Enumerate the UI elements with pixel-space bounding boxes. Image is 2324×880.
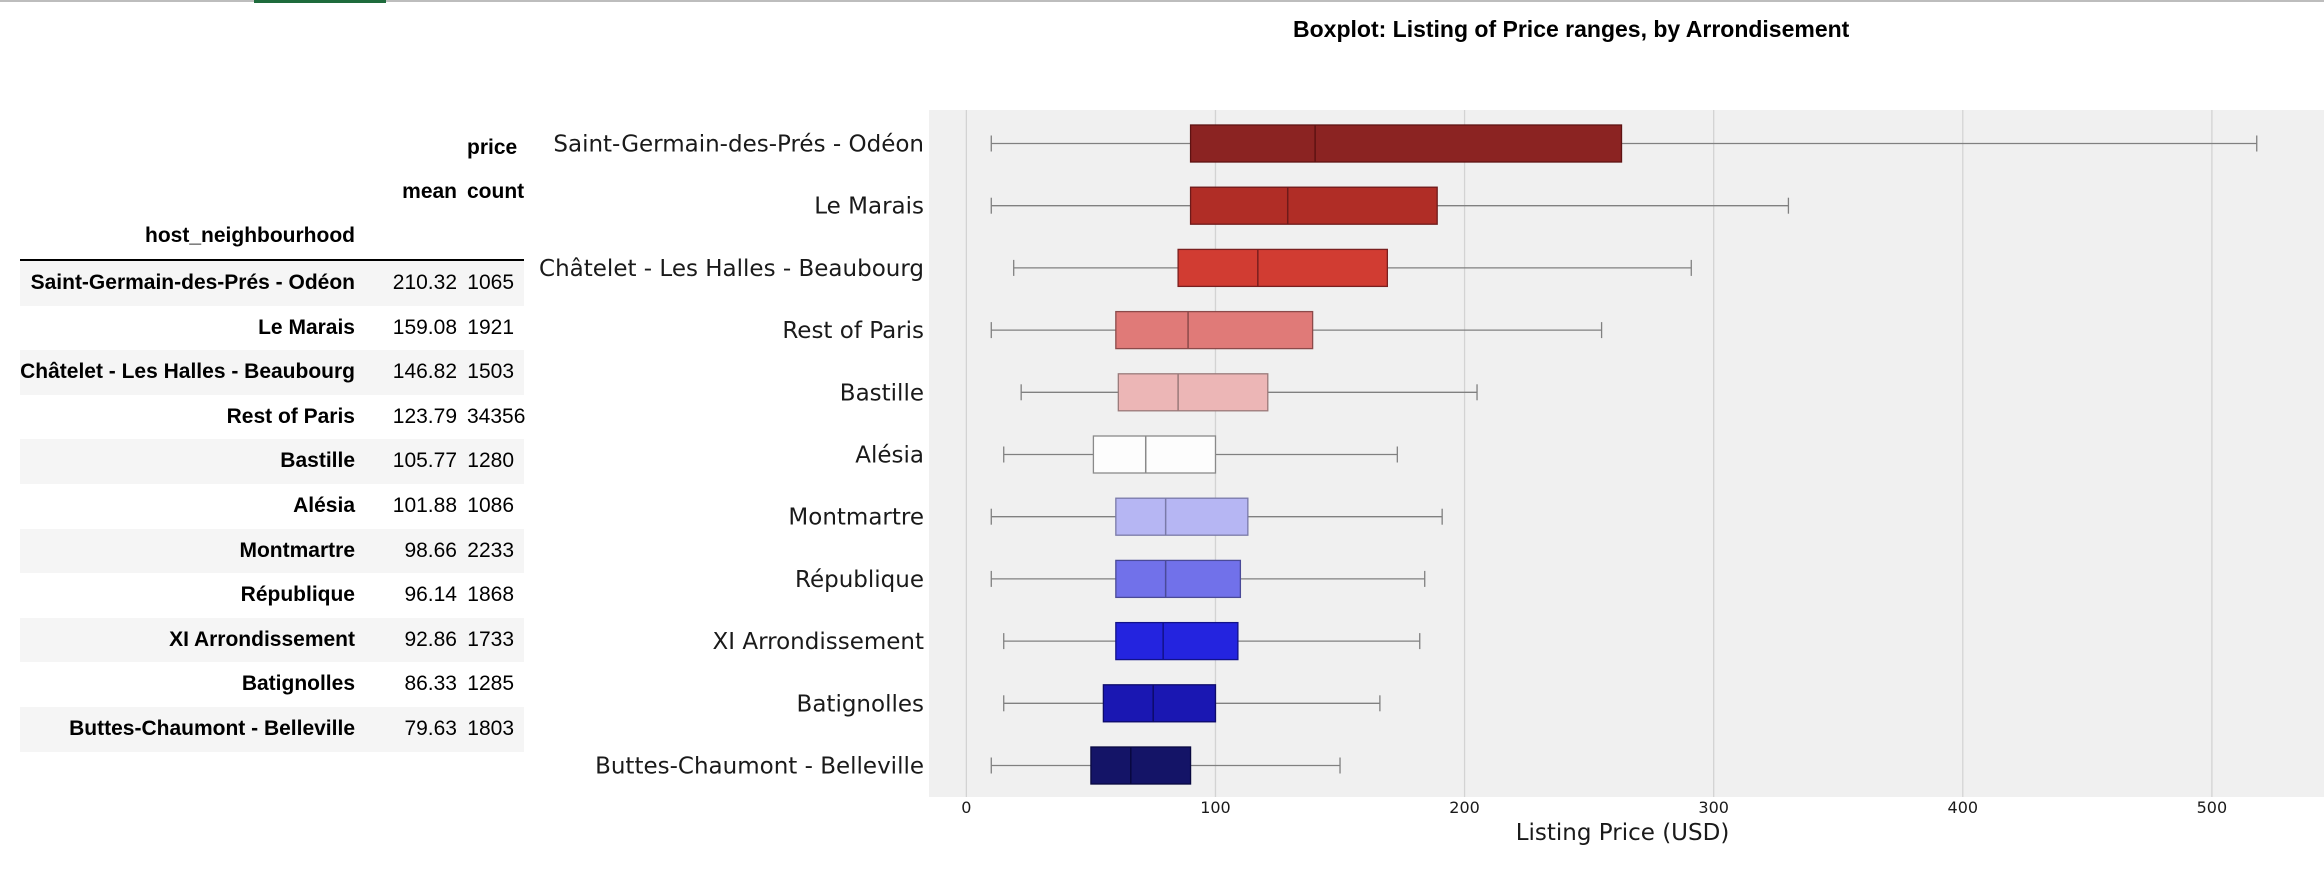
table-cell-neighbourhood: Châtelet - Les Halles - Beaubourg — [20, 360, 355, 384]
y-tick-label: Alésia — [855, 443, 924, 469]
y-tick-label: Rest of Paris — [782, 318, 924, 344]
table-cell-mean: 92.86 — [404, 627, 457, 651]
table-row: Bastille 105.77 1280 — [20, 439, 524, 484]
table-cell-neighbourhood: Rest of Paris — [226, 404, 355, 428]
table-cell-mean: 123.79 — [392, 404, 457, 428]
table-row: Rest of Paris 123.79 34356 — [20, 395, 526, 440]
table-row: Saint-Germain-des-Prés - Odéon 210.32 1065 — [20, 261, 524, 306]
table-row: Le Marais 159.08 1921 — [20, 306, 524, 351]
table-cell-count: 34356 — [467, 404, 526, 428]
table-row: République 96.14 1868 — [20, 573, 524, 618]
box — [1189, 124, 1623, 163]
table-row: Châtelet - Les Halles - Beaubourg 146.82 1… — [20, 350, 524, 395]
table-cell-neighbourhood: Montmartre — [239, 538, 355, 562]
table-cell-neighbourhood: Saint-Germain-des-Prés - Odéon — [30, 271, 355, 294]
table-header-count: count — [467, 180, 525, 203]
box — [1115, 497, 1249, 536]
table-cell-mean: 159.08 — [392, 315, 457, 339]
table-cell-neighbourhood: Le Marais — [258, 315, 355, 339]
table-cell-count: 1733 — [467, 627, 514, 651]
table-row: XI Arrondissement 92.86 1733 — [20, 617, 524, 663]
table-cell-count: 1868 — [467, 583, 514, 607]
table-row: Batignolles 86.33 1285 — [20, 662, 524, 707]
table-cell-neighbourhood: Bastille — [280, 449, 355, 473]
y-tick-label: Châtelet - Les Halles - Beaubourg — [539, 256, 924, 282]
box — [1115, 310, 1314, 350]
top-divider — [0, 0, 2324, 2]
table-cell-neighbourhood: Batignolles — [241, 672, 355, 696]
box — [1092, 435, 1217, 474]
summary-table: price mean count host_neighbourhood Sain… — [20, 126, 526, 752]
y-tick-label: République — [795, 567, 924, 593]
table-cell-mean: 86.33 — [404, 672, 457, 696]
y-tick-label: Bastille — [840, 380, 924, 406]
top-accent-bar — [254, 0, 386, 3]
y-tick-label: Montmartre — [788, 505, 924, 531]
table-cell-mean: 96.14 — [404, 583, 457, 607]
table-cell-mean: 98.66 — [404, 538, 457, 562]
table-row: Montmartre 98.66 2233 — [20, 528, 524, 574]
table-cell-mean: 210.32 — [392, 271, 457, 294]
y-tick-label: Batignolles — [797, 691, 924, 717]
y-tick-label: Buttes-Chaumont - Belleville — [595, 754, 924, 780]
table-cell-neighbourhood: République — [240, 583, 355, 607]
table-cell-neighbourhood: XI Arrondissement — [169, 627, 355, 651]
table-header-price: price — [467, 136, 518, 159]
box — [1115, 621, 1239, 661]
table-header-mean: mean — [402, 180, 457, 203]
table-row: Alésia 101.88 1086 — [20, 484, 524, 529]
x-tick-label: 200 — [1449, 798, 1480, 817]
x-tick-label: 0 — [961, 798, 971, 817]
table-cell-count: 1803 — [467, 716, 514, 740]
table-header-row-1: price — [20, 126, 524, 170]
x-tick-label: 500 — [2197, 798, 2228, 817]
table-header-rule — [20, 259, 524, 261]
table-cell-count: 1285 — [467, 672, 514, 696]
box — [1177, 248, 1389, 288]
box — [1115, 559, 1242, 599]
y-tick-label: XI Arrondissement — [713, 629, 925, 655]
box — [1117, 373, 1269, 412]
table-cell-neighbourhood: Buttes-Chaumont - Belleville — [69, 716, 355, 740]
table-row: Buttes-Chaumont - Belleville 79.63 1803 — [20, 706, 524, 752]
x-tick-label: 100 — [1200, 798, 1231, 817]
table-cell-count: 2233 — [467, 538, 514, 562]
table-cell-count: 1086 — [467, 493, 514, 517]
table-cell-mean: 105.77 — [392, 449, 457, 473]
table-cell-mean: 101.88 — [392, 493, 457, 517]
y-tick-label: Le Marais — [814, 194, 924, 220]
x-tick-label: 400 — [1948, 798, 1979, 817]
table-cell-count: 1065 — [467, 271, 514, 294]
box — [1189, 186, 1438, 225]
table-header-row-2: mean count — [20, 170, 524, 214]
x-tick-label: 300 — [1698, 798, 1729, 817]
table-cell-mean: 79.63 — [404, 716, 457, 740]
table-body: Saint-Germain-des-Prés - Odéon 210.32 1065… — [20, 261, 526, 752]
table-cell-count: 1280 — [467, 449, 514, 473]
table-index-name: host_neighbourhood — [145, 224, 355, 247]
table-cell-neighbourhood: Alésia — [293, 493, 355, 517]
x-axis-label: Listing Price (USD) — [1516, 820, 1730, 846]
box — [1090, 746, 1192, 785]
box — [1102, 684, 1217, 723]
table-cell-mean: 146.82 — [392, 360, 457, 384]
table-header-row-3: host_neighbourhood — [20, 214, 524, 258]
table-cell-count: 1921 — [467, 315, 514, 339]
y-tick-label: Saint-Germain-des-Prés - Odéon — [553, 132, 924, 158]
table-cell-count: 1503 — [467, 360, 514, 384]
chart-title: Boxplot: Listing of Price ranges, by Arr… — [1293, 16, 1850, 42]
